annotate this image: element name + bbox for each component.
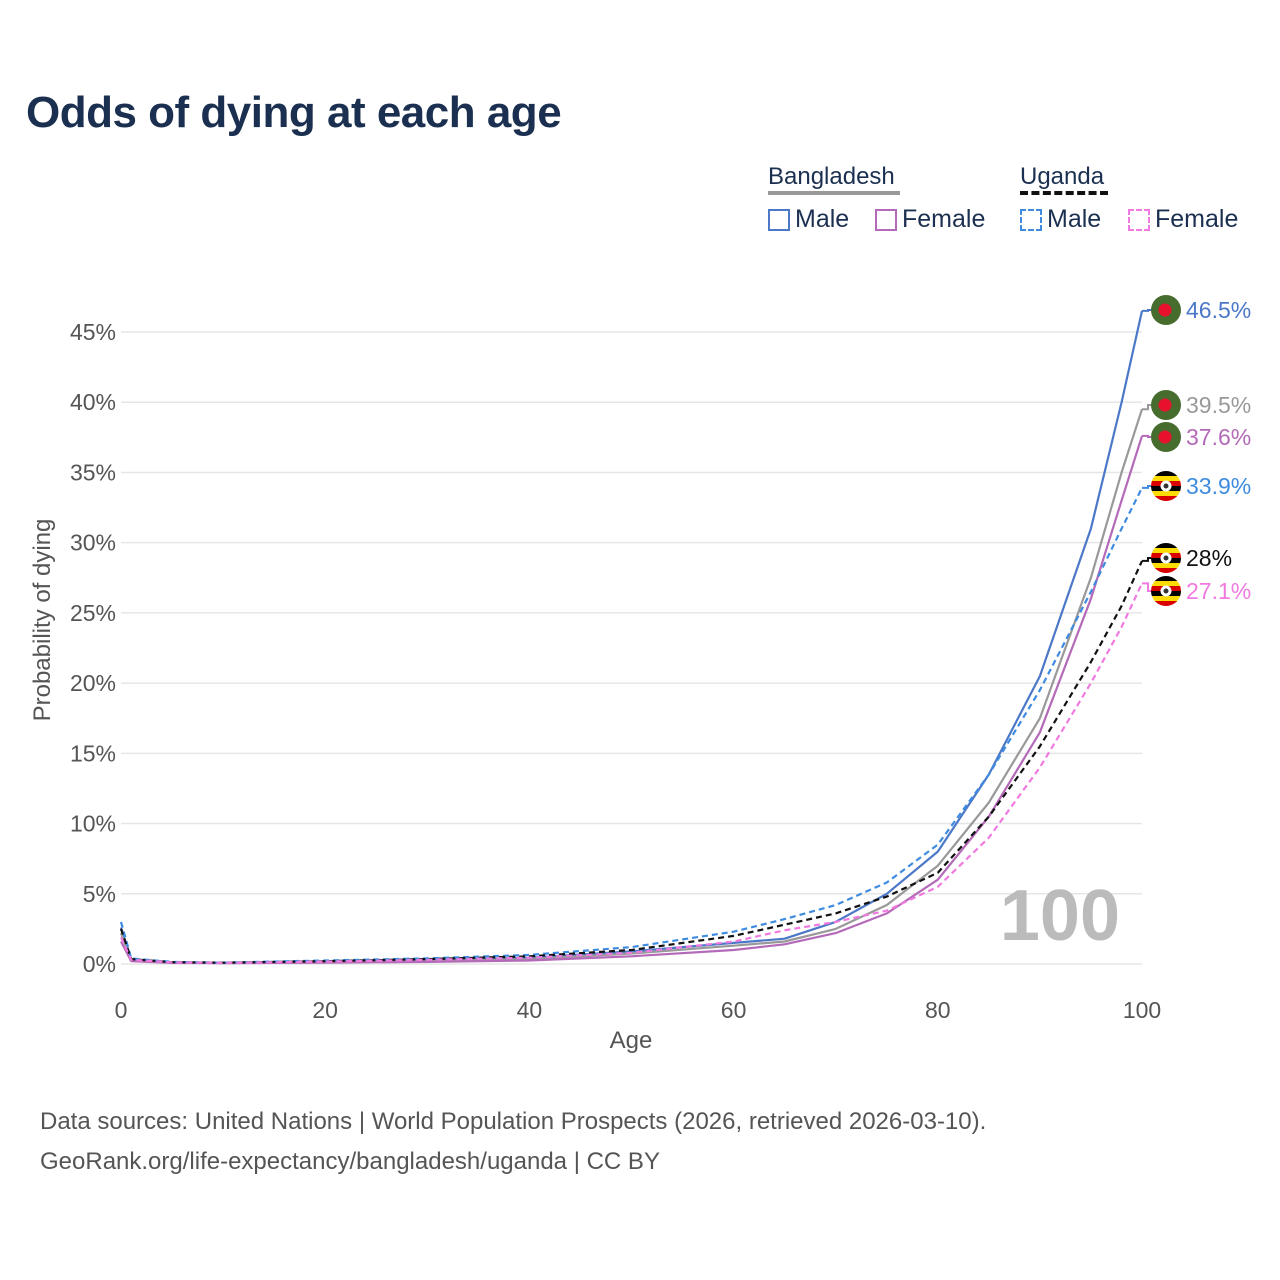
y-tick-label: 40% [70,389,116,415]
legend-swatch [1128,208,1150,231]
chart-title: Odds of dying at each age [26,88,562,137]
legend-swatch [768,208,790,231]
legend-item-uganda-male[interactable]: Male [1020,205,1101,234]
year-watermark: 100 [1000,876,1120,956]
legend-underline-bangladesh [768,191,900,195]
y-axis-ticks: 0% 5% 10% 15% 20% 25% 30% 35% 40% 45% [70,319,116,977]
y-tick-label: 45% [70,319,116,345]
legend-title-bangladesh: Bangladesh [768,163,895,190]
gridlines [121,331,1142,965]
x-tick-label: 60 [721,997,747,1023]
bangladesh-flag-icon [1151,422,1181,452]
series-line[interactable] [119,487,1143,964]
footer-url[interactable]: GeoRank.org/life-expectancy/bangladesh/u… [40,1148,660,1175]
legend-title-uganda: Uganda [1020,163,1105,190]
y-tick-label: 25% [70,600,116,626]
chart: 0% 5% 10% 15% 20% 25% 30% 35% 40% 45% 0 20 40 60 80 10… [29,295,1251,1054]
uganda-flag-icon [1151,576,1181,606]
x-tick-label: 0 [115,997,128,1023]
footer-sources: Data sources: United Nations | World Pop… [40,1108,987,1135]
series-lines [119,310,1144,965]
legend-underline-uganda [1020,191,1108,195]
series-line[interactable] [119,560,1144,964]
legend-item-bangladesh-male[interactable]: Male [768,205,849,234]
y-tick-label: 5% [83,881,116,907]
end-labels: 46.5% 39.5% 37.6% 33.9% 28% 27.1% [1142,295,1251,606]
legend-label: Female [902,205,986,233]
series-line[interactable] [119,408,1144,965]
legend-label: Male [1047,205,1102,233]
bangladesh-flag-icon [1151,295,1181,325]
uganda-flag-icon [1151,543,1181,573]
series-line[interactable] [120,435,1144,965]
y-tick-label: 0% [83,951,116,977]
legend-swatch [1020,208,1042,231]
x-tick-label: 40 [517,997,543,1023]
series-line[interactable] [119,310,1144,964]
series-line[interactable] [119,582,1143,964]
bangladesh-flag-icon [1151,390,1181,420]
legend-item-bangladesh-female[interactable]: Female [875,205,985,234]
x-tick-label: 20 [312,997,338,1023]
y-tick-label: 10% [70,811,116,837]
x-tick-label: 80 [925,997,951,1023]
x-axis-ticks: 0 20 40 60 80 100 [115,997,1162,1023]
end-value-label: 39.5% [1186,392,1251,418]
y-tick-label: 35% [70,459,116,485]
x-tick-label: 100 [1123,997,1161,1023]
end-value-label: 37.6% [1186,424,1251,450]
legend-label: Male [795,205,850,233]
end-value-label: 27.1% [1186,578,1251,604]
y-axis-label: Probability of dying [29,519,56,722]
legend-label: Female [1155,205,1239,233]
y-tick-label: 15% [70,740,116,766]
y-tick-label: 20% [70,670,116,696]
x-axis-label: Age [610,1027,653,1054]
end-value-label: 33.9% [1186,473,1251,499]
legend-swatch [875,208,897,231]
y-tick-label: 30% [70,530,116,556]
end-value-label: 46.5% [1186,297,1251,323]
end-value-label: 28% [1186,545,1232,571]
uganda-flag-icon [1151,471,1181,501]
legend-item-uganda-female[interactable]: Female [1128,205,1238,234]
